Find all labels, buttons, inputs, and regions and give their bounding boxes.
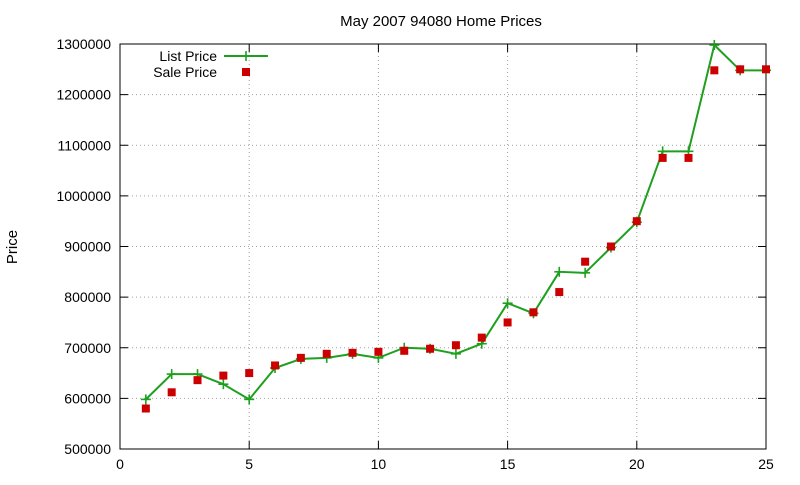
list-price-point	[450, 348, 461, 359]
y-axis-label: Price	[4, 230, 21, 264]
y-tick-label: 800000	[64, 289, 111, 305]
legend-square-swatch	[242, 68, 250, 76]
sale-price-point	[348, 348, 357, 357]
x-tick-label: 15	[500, 456, 516, 472]
y-tick-label: 1000000	[56, 188, 111, 204]
sale-price-point	[606, 242, 615, 251]
sale-price-point	[477, 333, 486, 342]
sale-price-point	[451, 341, 460, 350]
list-price-point	[554, 266, 565, 277]
sale-price-point	[167, 388, 176, 397]
sale-price-point	[426, 344, 435, 353]
sale-price-point	[322, 349, 331, 358]
ticks-layer: 500000 600000 700000 800000 900000 1000000 110…	[56, 36, 774, 472]
y-tick-label: 1200000	[56, 87, 111, 103]
x-tick-label: 10	[371, 456, 387, 472]
list-price-point	[218, 379, 229, 390]
sale-price-point	[632, 217, 641, 226]
y-tick-label: 600000	[64, 390, 111, 406]
y-tick-label: 1300000	[56, 36, 111, 52]
y-tick-label: 700000	[64, 340, 111, 356]
sale-price-point	[503, 318, 512, 327]
sale-price-point	[271, 361, 280, 370]
sale-price-point	[400, 346, 409, 355]
sale-price-point	[581, 257, 590, 266]
sale-price-point	[296, 353, 305, 362]
series-layer	[140, 40, 771, 413]
y-tick-label: 500000	[64, 441, 111, 457]
x-tick-label: 5	[245, 456, 253, 472]
y-tick-label: 900000	[64, 239, 111, 255]
sale-price-point	[710, 66, 719, 75]
x-tick-label: 20	[629, 456, 645, 472]
sale-price-point	[736, 65, 745, 74]
x-tick-label: 0	[116, 456, 124, 472]
sale-price-point	[529, 308, 538, 317]
list-price-point	[140, 394, 151, 405]
list-price-point	[166, 369, 177, 380]
sale-price-point	[219, 371, 228, 380]
sale-price-point	[374, 347, 383, 356]
grid-layer	[120, 44, 766, 449]
list-price-point	[580, 267, 591, 278]
sale-price-point	[245, 369, 254, 378]
list-price-point	[709, 40, 720, 51]
list-price-point	[502, 298, 513, 309]
x-tick-label: 25	[758, 456, 774, 472]
sale-price-point	[193, 376, 202, 385]
sale-price-point	[762, 65, 770, 74]
sale-price-point	[684, 153, 693, 162]
legend-label-1: Sale Price	[153, 64, 217, 80]
sale-price-point	[555, 288, 564, 297]
list-price-point	[244, 394, 255, 405]
sale-price-point	[658, 153, 667, 162]
sale-price-point	[141, 404, 150, 413]
y-tick-label: 1100000	[58, 137, 112, 153]
legend-label-0: List Price	[159, 48, 217, 64]
chart-title: May 2007 94080 Home Prices	[340, 13, 542, 30]
